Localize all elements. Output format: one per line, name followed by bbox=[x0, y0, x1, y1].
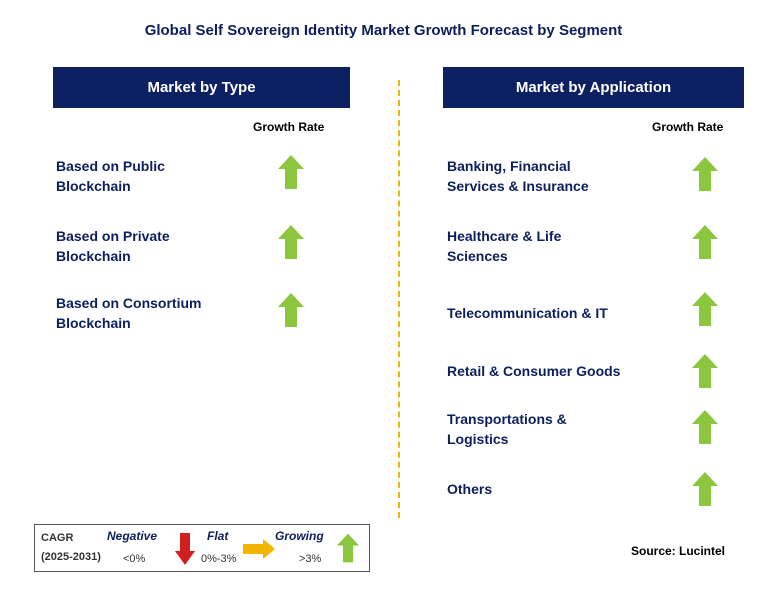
right-arrow-icon bbox=[243, 539, 275, 559]
down-arrow-icon bbox=[175, 533, 195, 565]
up-arrow-icon bbox=[692, 157, 718, 191]
application-item-transportation: Transportations & Logistics bbox=[447, 411, 567, 447]
up-arrow-icon bbox=[692, 410, 718, 444]
legend-flat-label: Flat bbox=[207, 529, 229, 543]
up-arrow-icon bbox=[692, 354, 718, 388]
legend-flat-range: 0%-3% bbox=[201, 553, 237, 565]
market-by-application-header: Market by Application bbox=[443, 67, 744, 108]
cagr-legend: CAGR (2025-2031) Negative <0% Flat 0%-3%… bbox=[34, 524, 370, 572]
up-arrow-icon bbox=[337, 533, 359, 563]
application-item-healthcare: Healthcare & Life Sciences bbox=[447, 228, 562, 264]
application-item-banking: Banking, Financial Services & Insurance bbox=[447, 158, 589, 194]
legend-negative-range: <0% bbox=[123, 553, 146, 565]
type-item-private: Based on Private Blockchain bbox=[56, 228, 170, 264]
source-note: Source: Lucintel bbox=[631, 544, 726, 558]
application-item-retail: Retail & Consumer Goods bbox=[447, 363, 621, 379]
application-growth-rate-label: Growth Rate bbox=[652, 120, 724, 134]
legend-growing-label: Growing bbox=[275, 529, 324, 543]
cagr-label: CAGR bbox=[41, 532, 74, 544]
up-arrow-icon bbox=[692, 225, 718, 259]
panel-divider bbox=[398, 80, 400, 518]
legend-negative-label: Negative bbox=[107, 529, 158, 543]
legend-growing-range: >3% bbox=[299, 553, 322, 565]
up-arrow-icon bbox=[692, 292, 718, 326]
application-item-others: Others bbox=[447, 481, 493, 497]
type-item-public: Based on Public Blockchain bbox=[56, 158, 165, 194]
market-by-type-header: Market by Type bbox=[53, 67, 350, 108]
up-arrow-icon bbox=[278, 155, 304, 189]
up-arrow-icon bbox=[278, 225, 304, 259]
type-item-consortium: Based on Consortium Blockchain bbox=[56, 295, 202, 331]
up-arrow-icon bbox=[278, 293, 304, 327]
cagr-period: (2025-2031) bbox=[41, 551, 101, 563]
type-growth-rate-label: Growth Rate bbox=[253, 120, 325, 134]
application-item-telecom: Telecommunication & IT bbox=[447, 305, 608, 321]
up-arrow-icon bbox=[692, 472, 718, 506]
chart-title: Global Self Sovereign Identity Market Gr… bbox=[144, 22, 623, 39]
